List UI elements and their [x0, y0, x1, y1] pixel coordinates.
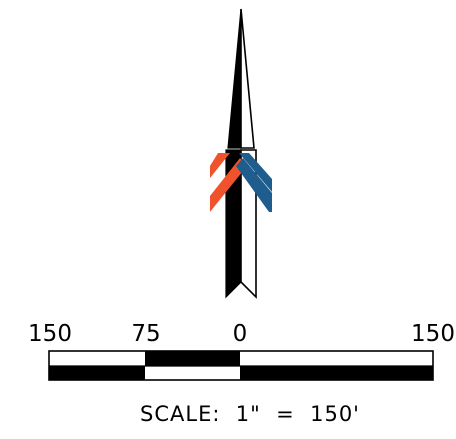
- north-arrow-spike-left: [227, 8, 242, 149]
- north-arrow-icon: [210, 8, 272, 299]
- tick-label-150-left: 150: [28, 321, 72, 347]
- scale-bar: [48, 350, 434, 381]
- scale-tick-labels: 150 75 0 150: [28, 321, 455, 347]
- north-arrow-band-left-lower: [210, 158, 247, 212]
- tick-label-150-right: 150: [411, 321, 455, 347]
- tick-label-75: 75: [131, 321, 160, 347]
- scale-segment-top-1: [49, 351, 145, 366]
- tick-label-0: 0: [233, 321, 248, 347]
- north-arrow-band-left-upper: [210, 153, 230, 178]
- scale-segment-bottom-3: [240, 366, 433, 380]
- north-arrow-band-right-upper: [239, 153, 272, 192]
- scale-segment-top-2: [145, 351, 240, 366]
- scale-note: SCALE: 1" = 150': [140, 402, 360, 426]
- scale-segment-bottom-2: [145, 366, 240, 380]
- north-arrow-band-right-lower: [236, 158, 272, 212]
- north-arrow-spike-right: [240, 8, 255, 149]
- scale-segment-bottom-1: [49, 366, 145, 380]
- scale-segment-top-3: [240, 351, 433, 366]
